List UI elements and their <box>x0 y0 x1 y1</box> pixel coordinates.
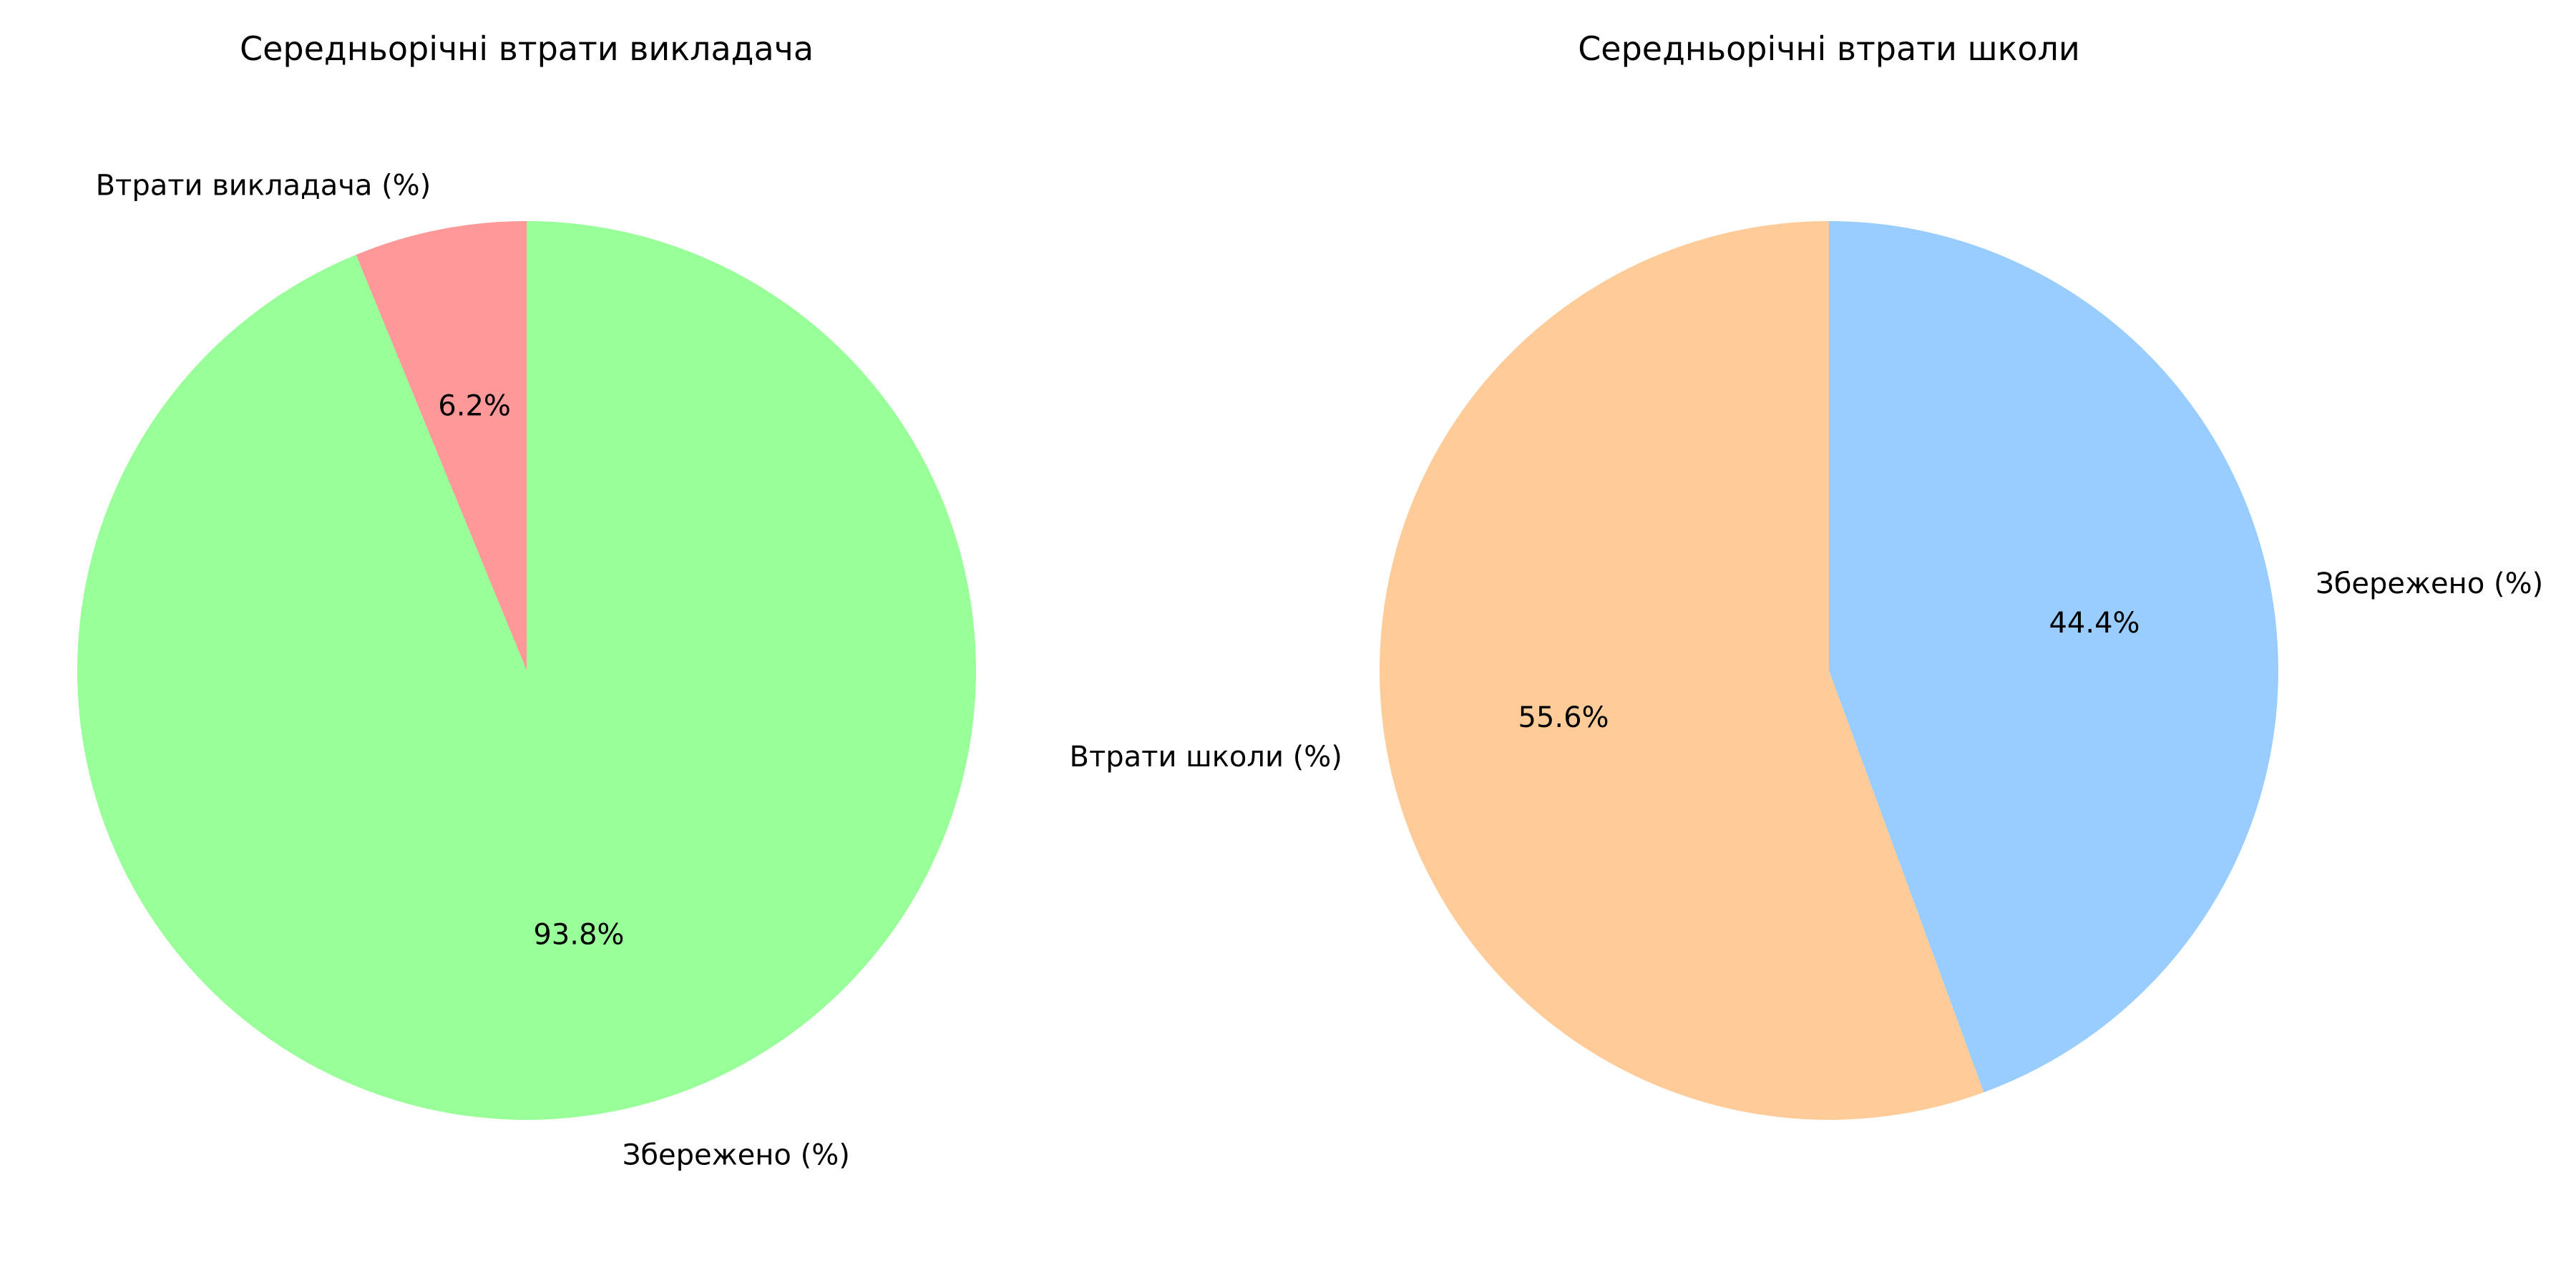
slice-label: Втрати школи (%) <box>1070 741 1342 774</box>
pie-slice-1 <box>77 221 976 1120</box>
pie-slice-0 <box>1379 221 1984 1120</box>
pie-slices <box>1379 221 2278 1120</box>
chart-title: Середньорічні втрати школи <box>1578 29 2080 68</box>
pie-chart-school-losses: Середньорічні втрати школи Втрати школи … <box>1070 29 2544 1120</box>
slice-percent-label: 55.6% <box>1518 701 1609 734</box>
slice-label: Збережено (%) <box>623 1139 850 1172</box>
pie-labels: Втрати викладача (%) 6.2% Збережено (%) 93.… <box>96 169 850 1171</box>
pie-slice-1 <box>1829 221 2278 1093</box>
slice-percent-label: 44.4% <box>2049 607 2140 640</box>
slice-label: Збережено (%) <box>2316 567 2543 600</box>
slice-percent-label: 6.2% <box>438 389 511 422</box>
slice-label: Втрати викладача (%) <box>96 169 431 202</box>
pie-chart-teacher-losses: Середньорічні втрати викладача Втрати ви… <box>77 29 976 1172</box>
chart-title: Середньорічні втрати викладача <box>240 29 814 68</box>
slice-percent-label: 93.8% <box>533 919 624 952</box>
pie-slices <box>77 221 976 1120</box>
pie-labels: Втрати школи (%) 55.6% Збережено (%) 44.4% <box>1070 567 2544 774</box>
pie-slice-0 <box>356 221 527 670</box>
